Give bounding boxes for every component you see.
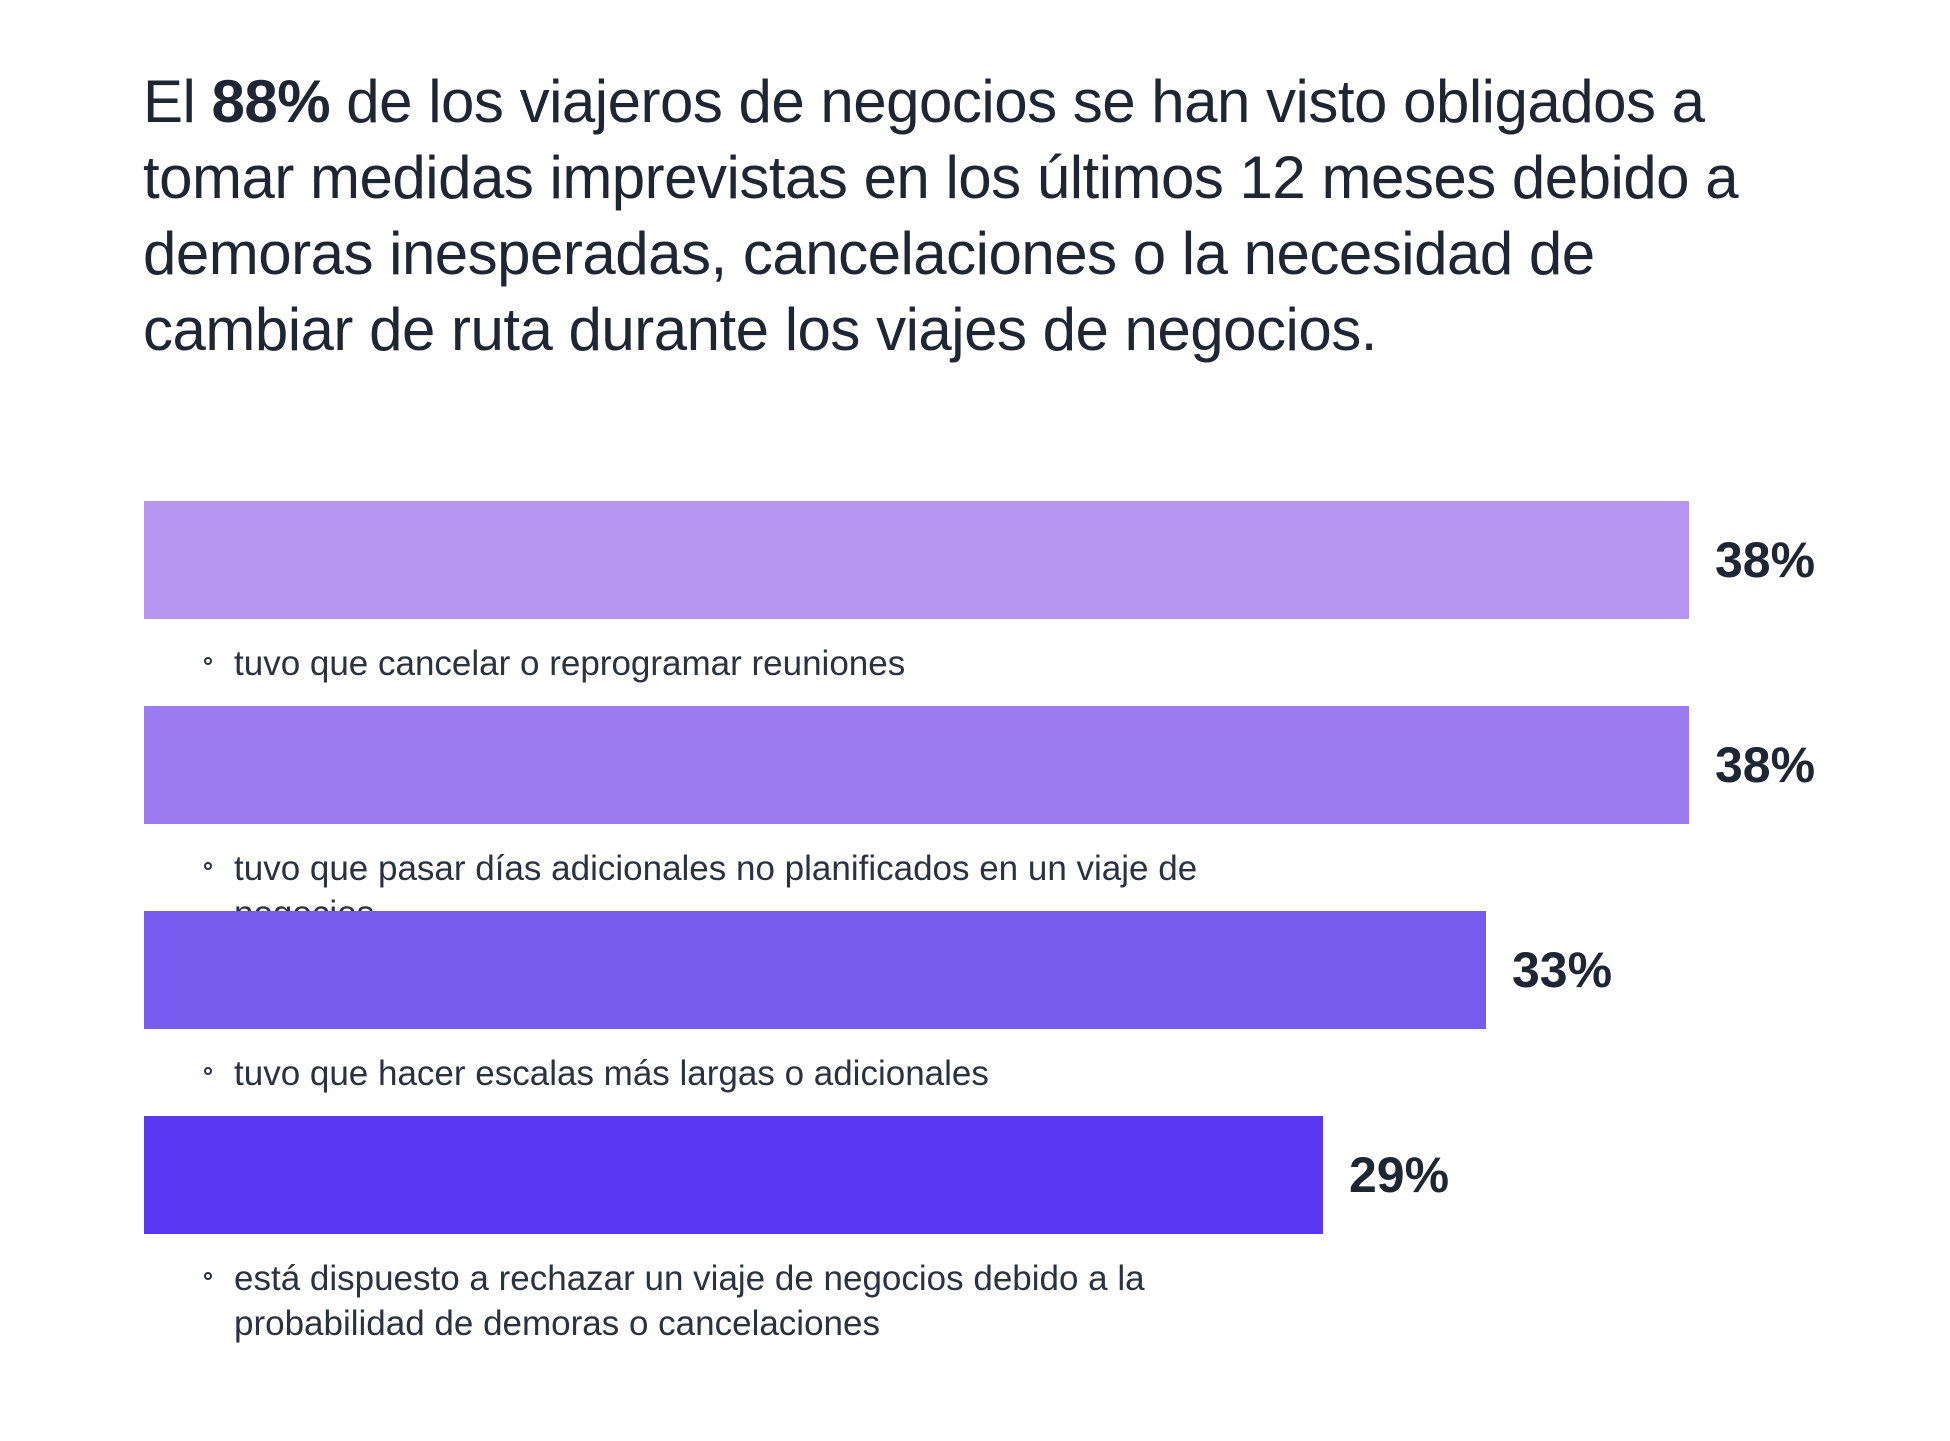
headline: El 88% de los viajeros de negocios se ha…: [143, 64, 1783, 368]
headline-highlight: 88%: [211, 68, 331, 135]
bullet-icon: [204, 1067, 212, 1075]
bar: [144, 501, 1689, 619]
category-label: tuvo que hacer escalas más largas o adic…: [204, 1051, 1704, 1096]
category-label-text: está dispuesto a rechazar un viaje de ne…: [234, 1259, 1145, 1343]
data-label: 38%: [1715, 532, 1816, 588]
bar: [144, 911, 1486, 1029]
category-label: tuvo que cancelar o reprogramar reunione…: [204, 641, 1704, 686]
data-label: 29%: [1349, 1147, 1450, 1203]
bar: [144, 706, 1689, 824]
bullet-icon: [204, 1272, 212, 1280]
headline-prefix: El: [143, 68, 212, 135]
category-label: está dispuesto a rechazar un viaje de ne…: [204, 1256, 1704, 1346]
data-label: 33%: [1512, 942, 1613, 998]
bullet-icon: [204, 657, 212, 665]
data-label: 38%: [1715, 737, 1816, 793]
bullet-icon: [204, 862, 212, 870]
bar: [144, 1116, 1323, 1234]
category-label-text: tuvo que hacer escalas más largas o adic…: [234, 1054, 989, 1093]
category-label-text: tuvo que cancelar o reprogramar reunione…: [234, 644, 906, 683]
headline-rest: de los viajeros de negocios se han visto…: [143, 68, 1739, 363]
